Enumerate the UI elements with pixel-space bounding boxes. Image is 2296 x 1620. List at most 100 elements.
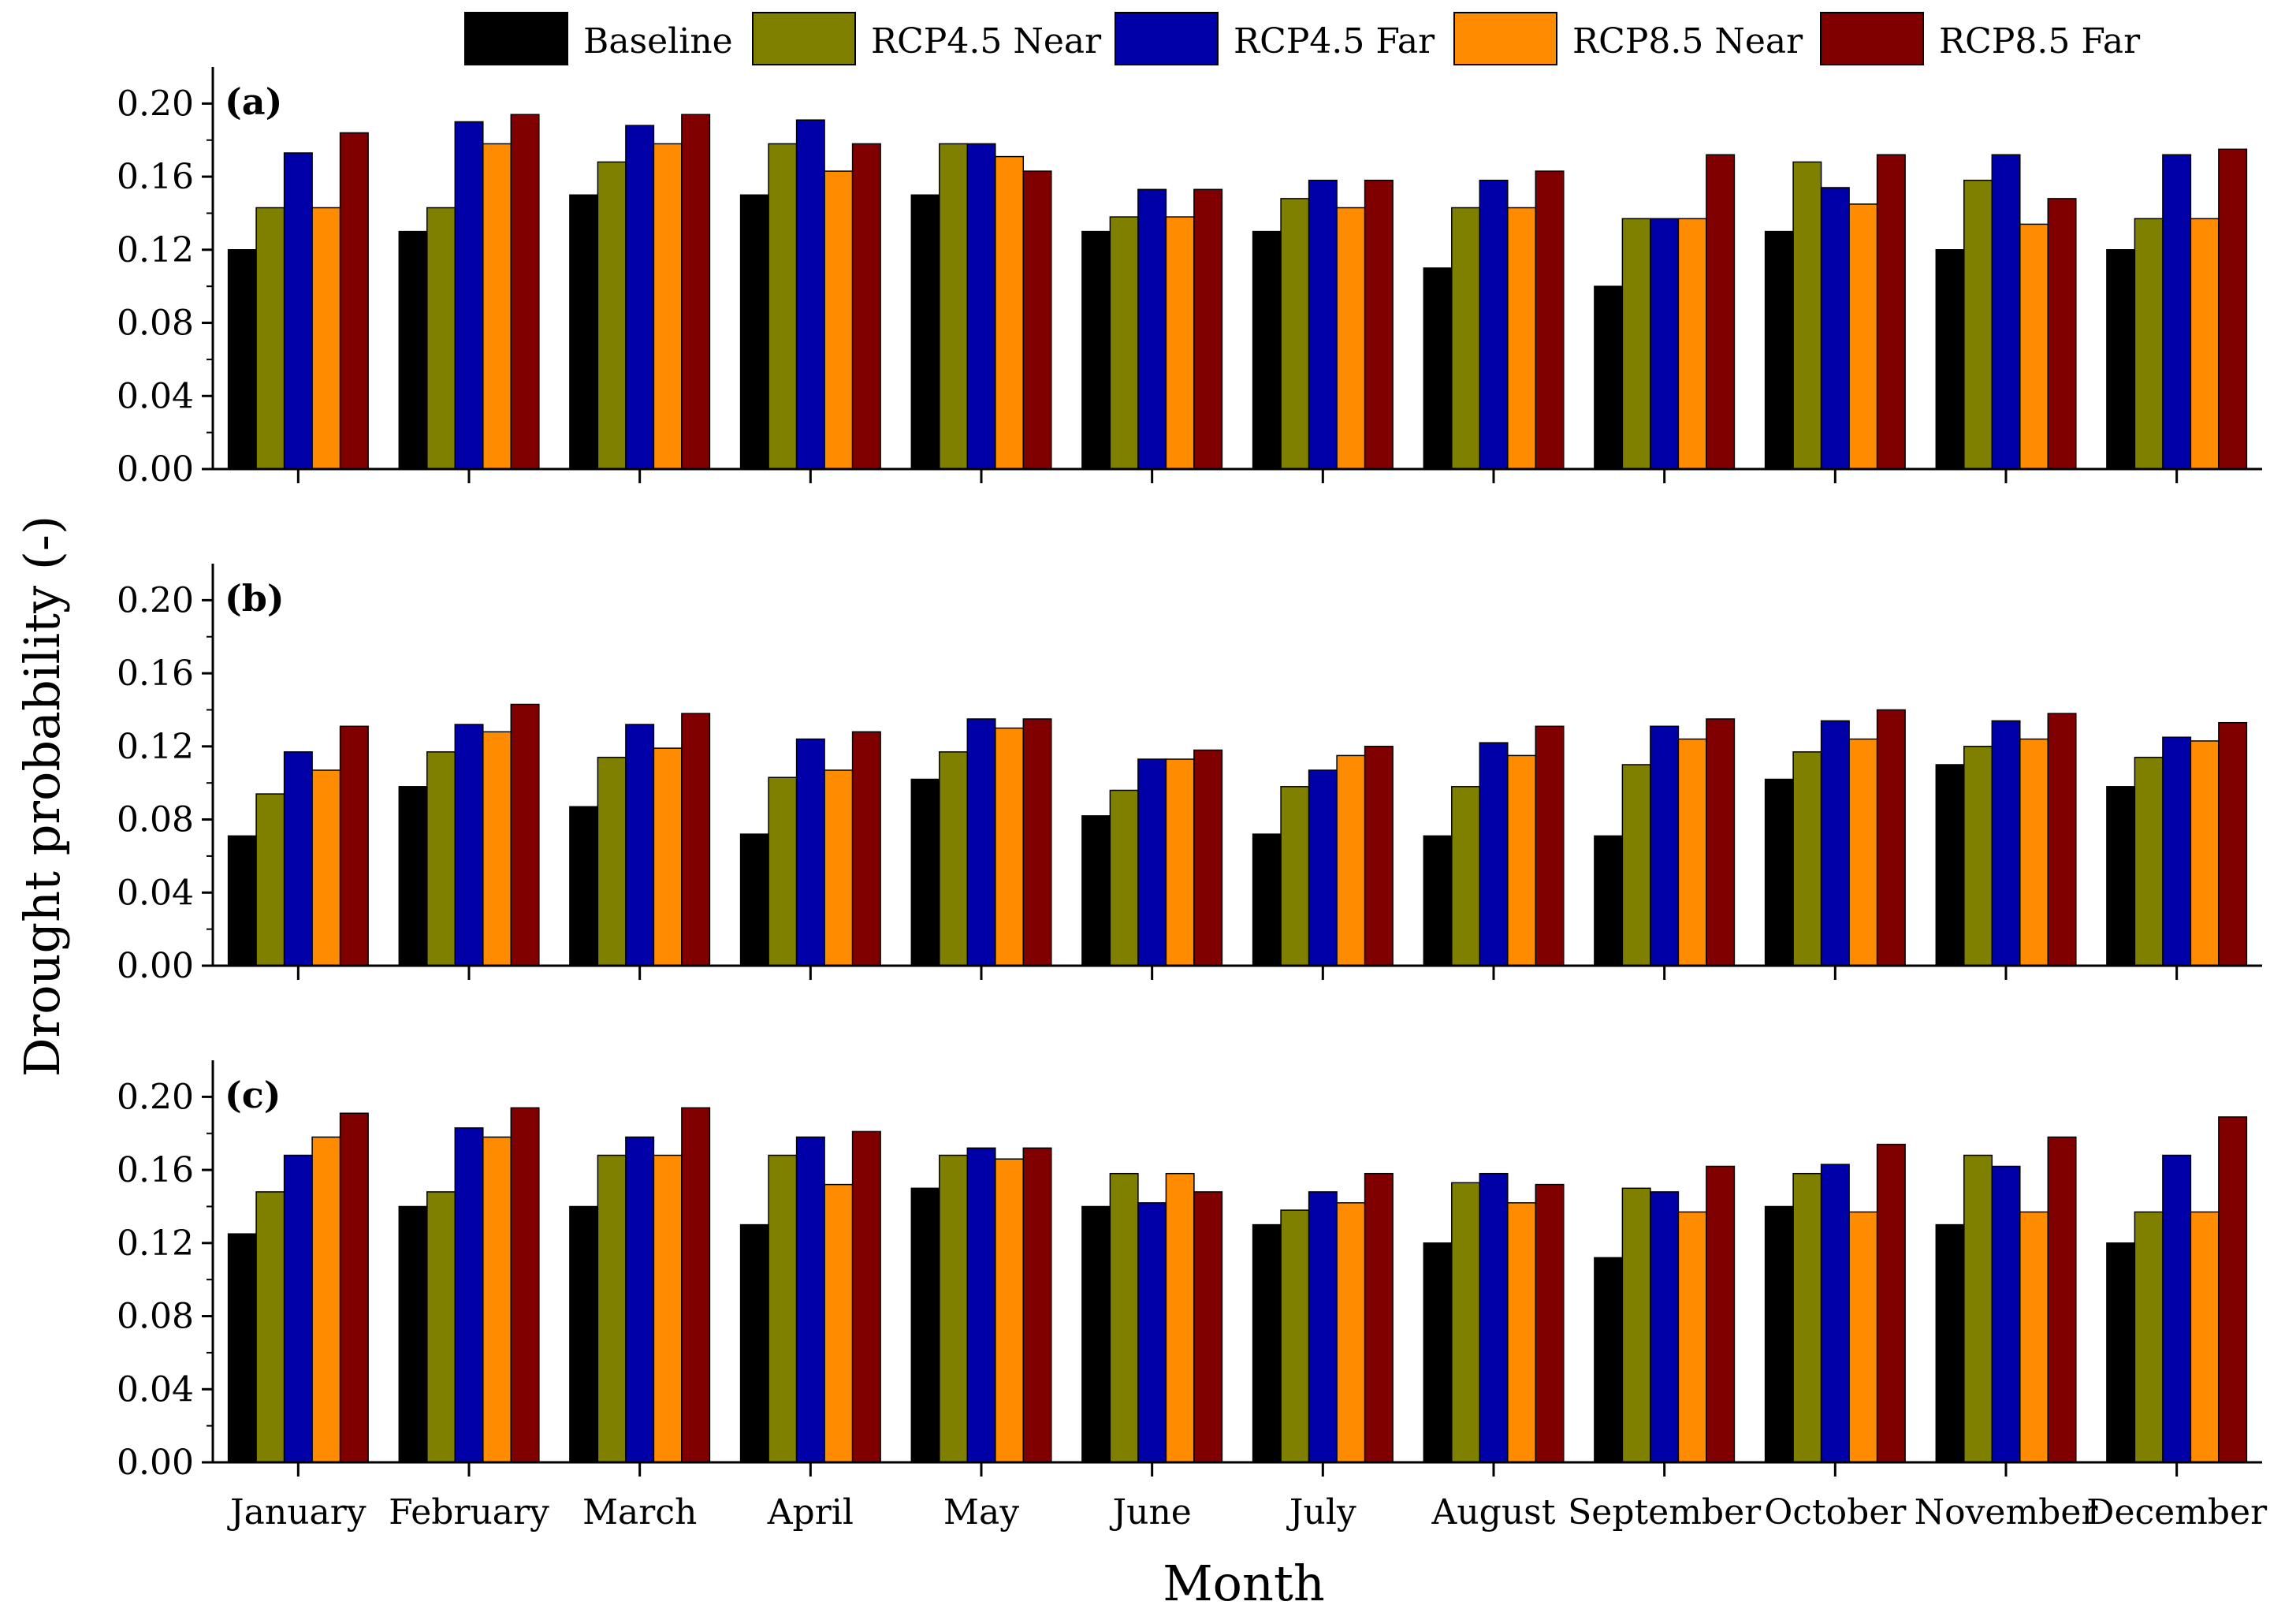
bar-2-4-2 <box>681 1107 711 1463</box>
bar-1-4-9 <box>1876 709 1906 966</box>
bar-0-1-3 <box>768 143 798 470</box>
panel-0: 0.00 0.04 0.08 0.12 0.16 0.20 (a) <box>117 67 2262 490</box>
bar-0-3-2 <box>653 143 683 470</box>
bar-0-4-1 <box>510 114 540 470</box>
bar-1-1-5 <box>1109 789 1139 966</box>
legend-label-2: RCP4.5 Far <box>1234 21 1435 61</box>
y-tick-label-1-3: 0.12 <box>117 727 194 767</box>
bar-1-1-11 <box>2134 756 2164 966</box>
bar-0-0-10 <box>1935 249 1965 470</box>
bar-0-0-1 <box>398 230 428 470</box>
bar-2-1-6 <box>1280 1209 1310 1463</box>
y-tick-label-0-4: 0.16 <box>117 157 194 197</box>
bar-0-2-6 <box>1308 179 1338 470</box>
bar-2-0-9 <box>1764 1205 1794 1463</box>
legend-label-3: RCP8.5 Near <box>1572 21 1803 61</box>
bar-2-2-1 <box>454 1127 484 1463</box>
bar-0-4-9 <box>1876 154 1906 470</box>
bar-1-2-0 <box>283 751 313 966</box>
bar-1-0-11 <box>2106 786 2136 966</box>
legend-label-0: Baseline <box>583 21 733 61</box>
y-axis-title: Drought probability (-) <box>13 516 71 1077</box>
bar-1-2-3 <box>795 738 825 966</box>
bar-1-4-0 <box>339 725 369 966</box>
x-tick-label-1: February <box>389 1492 549 1532</box>
x-tick-label-3: April <box>767 1492 854 1532</box>
bar-0-3-4 <box>995 155 1025 470</box>
bar-2-3-8 <box>1677 1211 1707 1463</box>
bar-2-2-9 <box>1820 1164 1850 1463</box>
bar-1-1-2 <box>597 756 627 966</box>
bar-0-1-2 <box>597 161 627 470</box>
legend-label-4: RCP8.5 Far <box>1939 21 2141 61</box>
legend: Baseline RCP4.5 Near RCP4.5 Far RCP8.5 Near… <box>464 12 2141 65</box>
bar-1-4-11 <box>2218 721 2248 966</box>
bar-2-0-2 <box>569 1205 599 1463</box>
bar-0-3-1 <box>482 143 512 470</box>
bar-0-4-10 <box>2047 198 2077 470</box>
bar-1-1-0 <box>255 793 285 966</box>
bar-2-2-8 <box>1650 1191 1680 1463</box>
bar-2-4-10 <box>2047 1136 2077 1463</box>
bar-0-1-5 <box>1109 216 1139 470</box>
bar-1-1-1 <box>426 751 456 966</box>
bar-1-4-2 <box>681 713 711 966</box>
bar-2-4-11 <box>2218 1116 2248 1463</box>
bar-1-4-6 <box>1364 746 1394 966</box>
x-axis-title: Month <box>1163 1555 1325 1612</box>
bar-0-4-5 <box>1193 188 1223 470</box>
bar-1-0-8 <box>1594 835 1624 966</box>
bar-0-0-2 <box>569 194 599 470</box>
bar-2-1-10 <box>1963 1154 1993 1463</box>
y-tick-label-2-5: 0.20 <box>117 1077 194 1117</box>
bar-0-2-7 <box>1479 179 1509 470</box>
bar-0-2-2 <box>625 125 655 470</box>
x-tick-label-9: October <box>1764 1492 1907 1532</box>
bar-2-0-0 <box>227 1233 257 1463</box>
bar-2-2-0 <box>283 1154 313 1463</box>
bar-0-3-11 <box>2190 218 2220 470</box>
x-tick-label-6: July <box>1286 1492 1356 1532</box>
bar-1-1-3 <box>768 776 798 966</box>
bar-1-3-3 <box>824 769 854 966</box>
bar-1-2-7 <box>1479 742 1509 966</box>
bar-1-4-1 <box>510 703 540 966</box>
bar-0-3-8 <box>1677 218 1707 470</box>
bar-0-2-1 <box>454 121 484 470</box>
bar-2-4-3 <box>851 1130 881 1463</box>
bar-2-4-0 <box>339 1112 369 1463</box>
bar-2-1-9 <box>1792 1172 1822 1463</box>
bar-1-2-2 <box>625 724 655 966</box>
bar-1-0-3 <box>739 833 769 966</box>
bar-2-3-10 <box>2019 1211 2049 1463</box>
bar-2-0-4 <box>910 1187 940 1463</box>
bar-1-3-8 <box>1677 738 1707 966</box>
bar-1-0-5 <box>1081 815 1111 966</box>
bar-2-1-4 <box>939 1154 969 1463</box>
bar-1-1-9 <box>1792 751 1822 966</box>
bar-1-3-2 <box>653 747 683 966</box>
bar-0-1-9 <box>1792 161 1822 470</box>
bar-2-1-1 <box>426 1191 456 1463</box>
legend-swatch-3 <box>1453 12 1557 65</box>
bar-1-3-11 <box>2190 740 2220 966</box>
y-tick-label-1-2: 0.08 <box>117 800 194 840</box>
bar-1-2-1 <box>454 724 484 966</box>
bar-1-2-11 <box>2162 736 2192 966</box>
bar-2-1-5 <box>1109 1172 1139 1463</box>
legend-swatch-0 <box>464 12 568 65</box>
bar-0-3-5 <box>1165 216 1195 470</box>
bar-1-4-3 <box>851 731 881 966</box>
y-tick-label-1-1: 0.04 <box>117 873 194 913</box>
y-tick-label-2-2: 0.08 <box>117 1297 194 1337</box>
bar-2-1-8 <box>1621 1187 1651 1463</box>
legend-label-1: RCP4.5 Near <box>871 21 1102 61</box>
bar-1-3-4 <box>995 727 1025 966</box>
bar-1-1-4 <box>939 751 969 966</box>
bar-0-0-4 <box>910 194 940 470</box>
y-tick-label-2-3: 0.12 <box>117 1223 194 1264</box>
bar-0-3-9 <box>1848 203 1878 470</box>
bar-1-0-10 <box>1935 764 1965 966</box>
bar-2-1-0 <box>255 1191 285 1463</box>
bar-2-4-8 <box>1706 1165 1736 1463</box>
